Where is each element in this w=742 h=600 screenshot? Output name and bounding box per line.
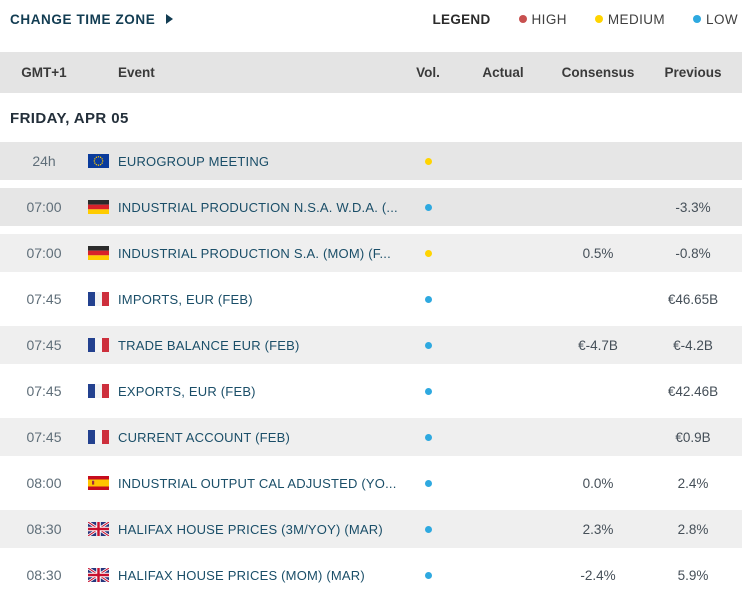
consensus-value: 0.5%: [582, 245, 614, 261]
flag-germany-icon: [88, 246, 118, 260]
flag-france-icon: [88, 384, 118, 398]
volatility-dot-icon: [398, 244, 458, 262]
low-volatility-dot-icon: [693, 15, 702, 23]
event-time: 07:45: [26, 429, 62, 445]
volatility-dot-icon: [398, 428, 458, 446]
arrow-right-icon: [166, 14, 174, 24]
event-time: 07:45: [26, 337, 62, 353]
event-time: 07:00: [26, 199, 62, 215]
table-row[interactable]: 24h EUROGROUP MEETING: [0, 142, 742, 180]
volatility-dot-icon: [398, 382, 458, 400]
volatility-dot-icon: [398, 474, 458, 492]
legend-title: LEGEND: [432, 11, 491, 27]
event-time: 08:30: [26, 521, 62, 537]
legend-item-label: LOW: [706, 11, 738, 27]
top-bar: CHANGE TIME ZONE LEGEND HIGH MEDIUM LOW: [0, 0, 742, 30]
event-time: 07:00: [26, 245, 62, 261]
event-rows: 24h EUROGROUP MEETING 07:00 INDUSTRIAL P…: [0, 142, 742, 594]
date-header: FRIDAY, APR 05: [10, 110, 129, 127]
consensus-value: -2.4%: [580, 567, 616, 583]
flag-france-icon: [88, 338, 118, 352]
flag-france-icon: [88, 430, 118, 444]
previous-value: €-4.2B: [673, 337, 713, 353]
volatility-dot-icon: [398, 566, 458, 584]
flag-spain-icon: [88, 476, 118, 490]
table-header-row: GMT+1 Event Vol. Actual Consensus Previo…: [0, 52, 742, 93]
flag-united-kingdom-icon: [88, 568, 118, 582]
header-actual: Actual: [482, 65, 524, 80]
change-time-zone-label: CHANGE TIME ZONE: [10, 11, 156, 27]
event-name: HALIFAX HOUSE PRICES (3M/YOY) (MAR): [118, 521, 383, 537]
legend-item-label: MEDIUM: [607, 11, 666, 27]
volatility-dot-icon: [398, 336, 458, 354]
table-row[interactable]: 08:30 HALIFAX HOUSE PRICES (3M/YOY) (MAR…: [0, 510, 742, 548]
event-name: TRADE BALANCE EUR (FEB): [118, 337, 300, 353]
table-row[interactable]: 08:30 HALIFAX HOUSE PRICES (MOM) (MAR) -…: [0, 556, 742, 594]
flag-france-icon: [88, 292, 118, 306]
table-row[interactable]: 07:00 INDUSTRIAL PRODUCTION S.A. (MOM) (…: [0, 234, 742, 272]
legend-item-medium: MEDIUM: [594, 11, 666, 27]
event-name: INDUSTRIAL PRODUCTION S.A. (MOM) (F...: [118, 245, 391, 261]
event-name: INDUSTRIAL PRODUCTION N.S.A. W.D.A. (...: [118, 199, 398, 215]
header-consensus: Consensus: [561, 65, 635, 80]
event-time: 24h: [32, 153, 56, 169]
event-name: EXPORTS, EUR (FEB): [118, 383, 256, 399]
previous-value: 2.8%: [677, 521, 709, 537]
previous-value: €0.9B: [675, 429, 711, 445]
table-row[interactable]: 07:45 TRADE BALANCE EUR (FEB) €-4.7B €-4…: [0, 326, 742, 364]
header-event: Event: [118, 65, 155, 80]
table-row[interactable]: 07:45 EXPORTS, EUR (FEB) €42.46B: [0, 372, 742, 410]
volatility-dot-icon: [398, 520, 458, 538]
event-time: 07:45: [26, 383, 62, 399]
event-name: HALIFAX HOUSE PRICES (MOM) (MAR): [118, 567, 365, 583]
event-time: 08:30: [26, 567, 62, 583]
volatility-dot-icon: [398, 290, 458, 308]
consensus-value: €-4.7B: [578, 337, 618, 353]
event-name: CURRENT ACCOUNT (FEB): [118, 429, 291, 445]
volatility-dot-icon: [398, 152, 458, 170]
legend-item-label: HIGH: [531, 11, 567, 27]
event-name: IMPORTS, EUR (FEB): [118, 291, 253, 307]
flag-germany-icon: [88, 200, 118, 214]
volatility-dot-icon: [398, 198, 458, 216]
previous-value: €42.46B: [667, 383, 719, 399]
header-vol: Vol.: [416, 65, 440, 80]
table-row[interactable]: 07:45 IMPORTS, EUR (FEB) €46.65B: [0, 280, 742, 318]
legend-item-low: LOW: [693, 12, 738, 27]
previous-value: 5.9%: [677, 567, 709, 583]
event-time: 07:45: [26, 291, 62, 307]
header-previous: Previous: [664, 65, 722, 80]
change-time-zone-button[interactable]: CHANGE TIME ZONE: [10, 11, 174, 27]
flag-european-union-icon: [88, 154, 118, 168]
event-time: 08:00: [26, 475, 62, 491]
previous-value: €46.65B: [667, 291, 719, 307]
legend-item-high: HIGH: [518, 11, 567, 27]
flag-united-kingdom-icon: [88, 522, 118, 536]
consensus-value: 2.3%: [582, 521, 614, 537]
legend: LEGEND HIGH MEDIUM LOW: [432, 12, 738, 27]
high-volatility-dot-icon: [518, 15, 527, 23]
event-name: EUROGROUP MEETING: [118, 153, 270, 169]
event-name: INDUSTRIAL OUTPUT CAL ADJUSTED (YO...: [118, 475, 397, 491]
table-row[interactable]: 08:00 INDUSTRIAL OUTPUT CAL ADJUSTED (YO…: [0, 464, 742, 502]
previous-value: -3.3%: [675, 199, 711, 215]
medium-volatility-dot-icon: [594, 15, 603, 23]
table-row[interactable]: 07:00 INDUSTRIAL PRODUCTION N.S.A. W.D.A…: [0, 188, 742, 226]
previous-value: 2.4%: [677, 475, 709, 491]
previous-value: -0.8%: [675, 245, 711, 261]
header-time: GMT+1: [21, 65, 67, 80]
consensus-value: 0.0%: [582, 475, 614, 491]
table-row[interactable]: 07:45 CURRENT ACCOUNT (FEB) €0.9B: [0, 418, 742, 456]
